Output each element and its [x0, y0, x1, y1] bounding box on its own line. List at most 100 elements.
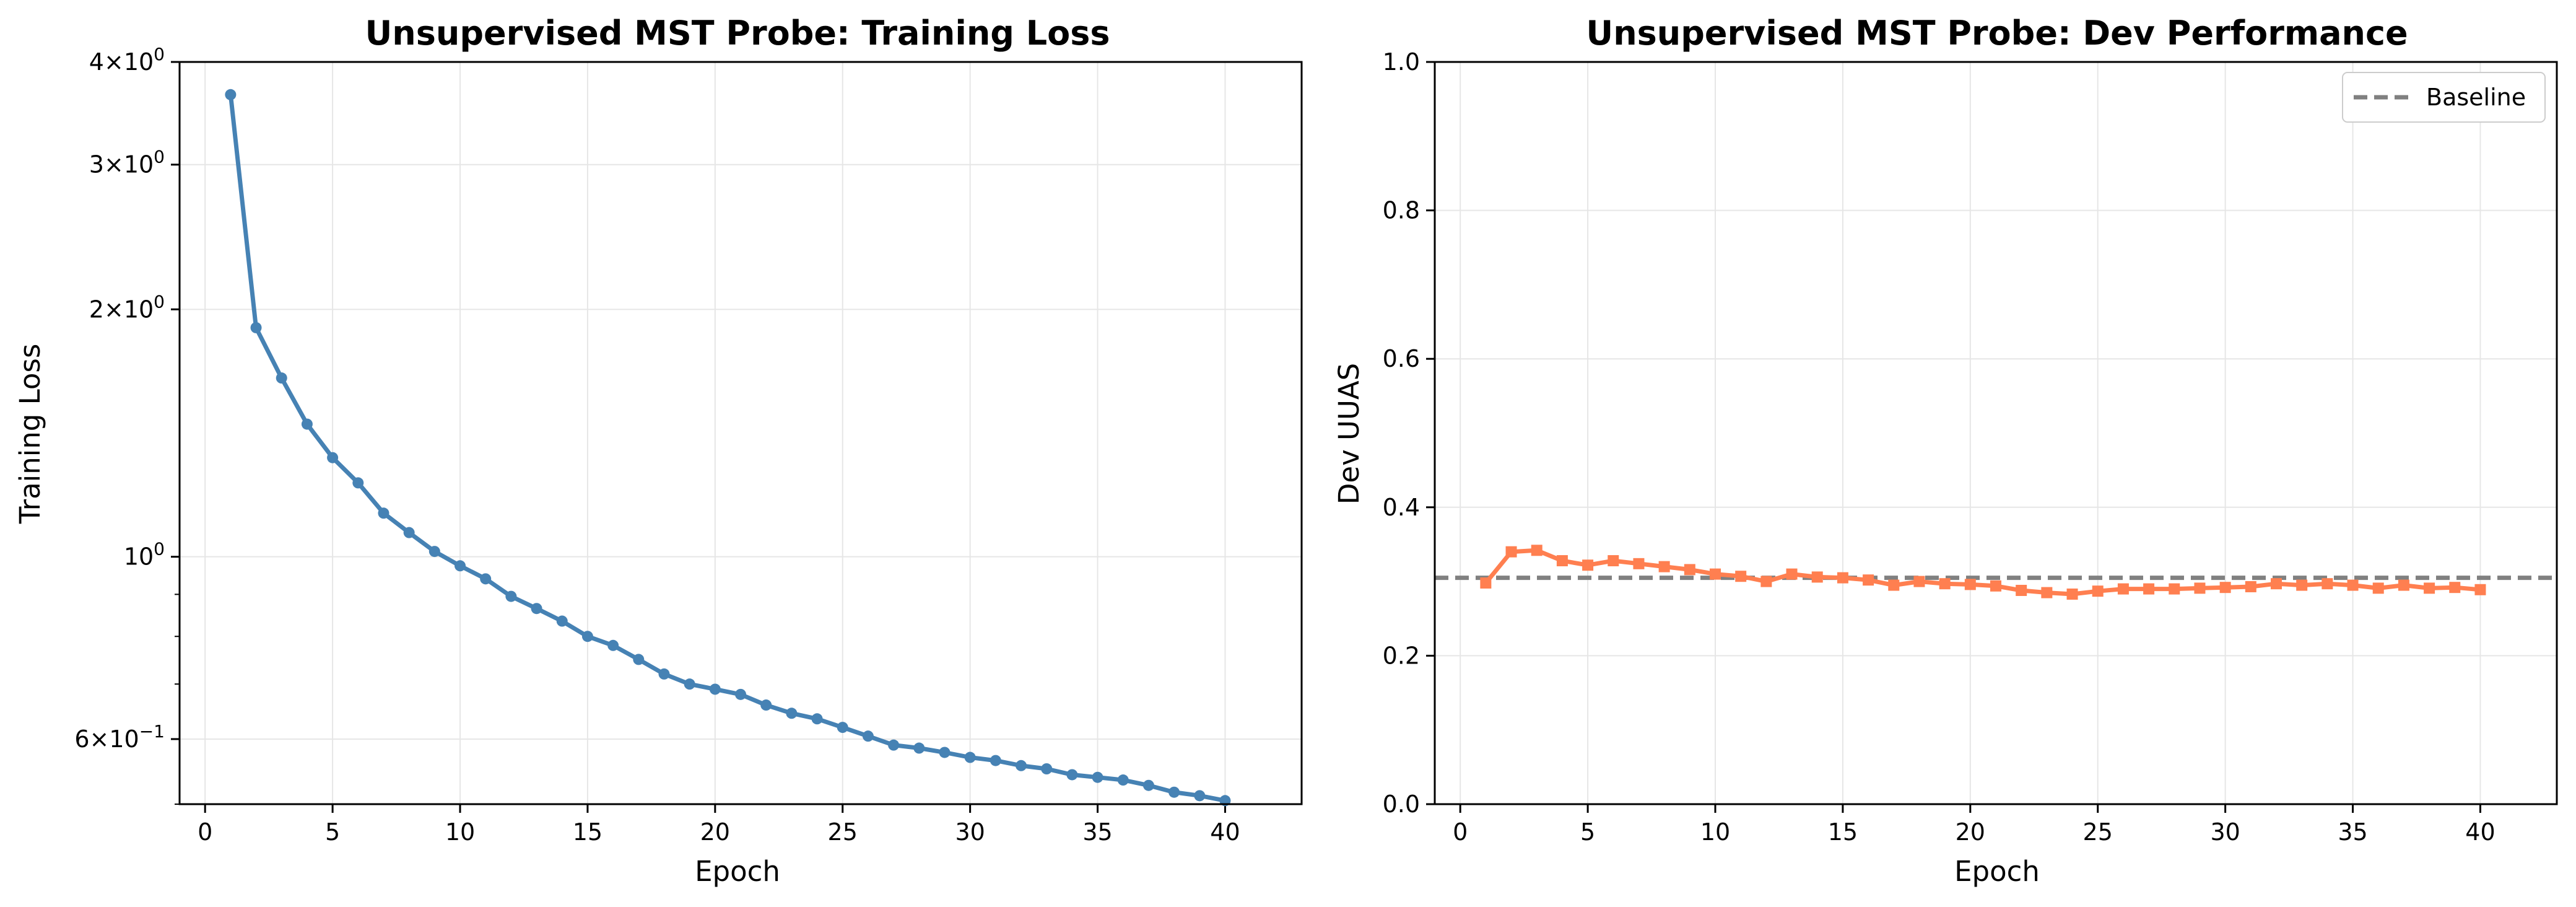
y-tick-label: 0.8: [1383, 197, 1420, 224]
data-point-circle: [455, 560, 466, 572]
x-tick-label: 15: [1828, 818, 1858, 846]
data-point-square: [1684, 564, 1695, 576]
dev-performance-plot-frame: [1434, 61, 2558, 805]
data-point-circle: [811, 713, 823, 725]
y-tick-label: 0.6: [1383, 345, 1420, 372]
legend-box: [2342, 72, 2546, 123]
data-point-square: [1710, 568, 1721, 580]
data-point-square: [2271, 578, 2282, 590]
data-point-circle: [581, 631, 593, 642]
training-loss-panel: Unsupervised MST Probe: Training Loss Ep…: [14, 14, 1303, 888]
data-point-circle: [1066, 769, 1078, 781]
data-point-circle: [735, 688, 746, 700]
y-tick-label: 2×100: [89, 291, 165, 323]
data-point-circle: [301, 418, 313, 430]
data-point-square: [1837, 572, 1848, 584]
data-point-circle: [276, 372, 287, 384]
data-point-circle: [709, 683, 721, 695]
data-point-circle: [990, 755, 1001, 766]
data-point-square: [1964, 579, 1976, 590]
data-point-square: [2016, 584, 2027, 596]
training-loss-plot-frame: [178, 61, 1303, 805]
x-tick-label: 35: [2338, 818, 2367, 846]
dev-performance-title: Unsupervised MST Probe: Dev Performance: [1586, 14, 2408, 53]
x-tick-label: 20: [700, 818, 730, 846]
data-point-circle: [633, 654, 645, 665]
data-point-circle: [250, 322, 262, 333]
data-point-square: [2372, 582, 2384, 594]
data-point-circle: [913, 742, 925, 754]
training-loss-series: [225, 89, 1231, 807]
dev-performance-x-axis: 0 5 10 15 20 25 30 35 40: [1453, 804, 2496, 846]
data-point-circle: [1194, 790, 1206, 802]
dev-performance-series: [1480, 545, 2486, 600]
data-point-square: [2041, 587, 2053, 598]
data-point-square: [2347, 579, 2359, 591]
y-tick-label: 100: [124, 539, 165, 571]
x-tick-label: 40: [2465, 818, 2495, 846]
data-point-circle: [684, 678, 695, 690]
y-tick-label: 0.0: [1383, 791, 1420, 818]
data-point-circle: [658, 668, 670, 680]
data-point-circle: [786, 708, 798, 719]
x-tick-label: 5: [325, 818, 340, 846]
data-point-circle: [760, 699, 772, 711]
y-tick-label: 0.2: [1383, 642, 1420, 669]
data-point-square: [1531, 545, 1543, 556]
dev-performance-ylabel: Dev UUAS: [1333, 363, 1365, 505]
data-point-square: [1786, 568, 1798, 580]
data-point-circle: [225, 89, 237, 100]
data-point-square: [1760, 576, 1772, 587]
x-tick-label: 20: [1956, 818, 1985, 846]
data-point-square: [1939, 578, 1951, 590]
dev-performance-grid: [1435, 61, 2557, 805]
data-point-square: [1582, 559, 1594, 571]
x-tick-label: 0: [1453, 818, 1468, 846]
data-point-square: [1735, 571, 1747, 582]
data-point-square: [2245, 581, 2256, 592]
x-tick-label: 0: [198, 818, 212, 846]
data-point-square: [1608, 555, 1619, 567]
data-point-circle: [1117, 774, 1129, 786]
data-point-circle: [607, 639, 619, 651]
data-point-circle: [1168, 786, 1180, 798]
data-point-circle: [888, 739, 900, 751]
x-tick-label: 5: [1580, 818, 1595, 846]
data-point-square: [2117, 583, 2129, 595]
data-point-square: [1811, 571, 1823, 583]
data-point-square: [2219, 582, 2231, 594]
data-point-square: [2194, 582, 2206, 594]
data-point-circle: [556, 615, 568, 627]
data-point-square: [2092, 585, 2104, 597]
data-point-square: [2398, 579, 2409, 591]
data-point-square: [1913, 576, 1925, 587]
data-point-square: [1633, 558, 1645, 569]
data-point-square: [1480, 577, 1492, 589]
y-tick-label: 0.4: [1383, 494, 1420, 521]
data-point-circle: [964, 751, 976, 763]
data-point-circle: [505, 590, 517, 602]
training-loss-y-axis: 4×100 3×100 2×100 100 6×10−1: [74, 44, 180, 805]
training-loss-grid: [180, 61, 1302, 804]
training-loss-ylabel: Training Loss: [14, 344, 46, 525]
training-loss-xlabel: Epoch: [695, 855, 780, 888]
data-point-circle: [378, 507, 389, 519]
data-point-circle: [1041, 763, 1053, 774]
series-line: [1483, 548, 2482, 597]
y-tick-label: 3×100: [89, 147, 165, 178]
x-tick-label: 10: [1700, 818, 1730, 846]
data-point-square: [1556, 555, 1568, 567]
data-point-circle: [531, 603, 542, 615]
data-point-circle: [1142, 779, 1154, 791]
data-point-square: [1888, 579, 1900, 591]
data-point-square: [2169, 583, 2180, 595]
x-tick-label: 25: [2083, 818, 2113, 846]
data-point-square: [1505, 546, 1517, 558]
training-loss-title: Unsupervised MST Probe: Training Loss: [365, 14, 1110, 53]
data-point-circle: [837, 722, 848, 734]
x-tick-label: 30: [2210, 818, 2240, 846]
data-point-circle: [939, 747, 951, 758]
data-point-circle: [352, 477, 364, 489]
dev-performance-y-axis: 0.0 0.2 0.4 0.6 0.8 1.0: [1383, 48, 1435, 818]
